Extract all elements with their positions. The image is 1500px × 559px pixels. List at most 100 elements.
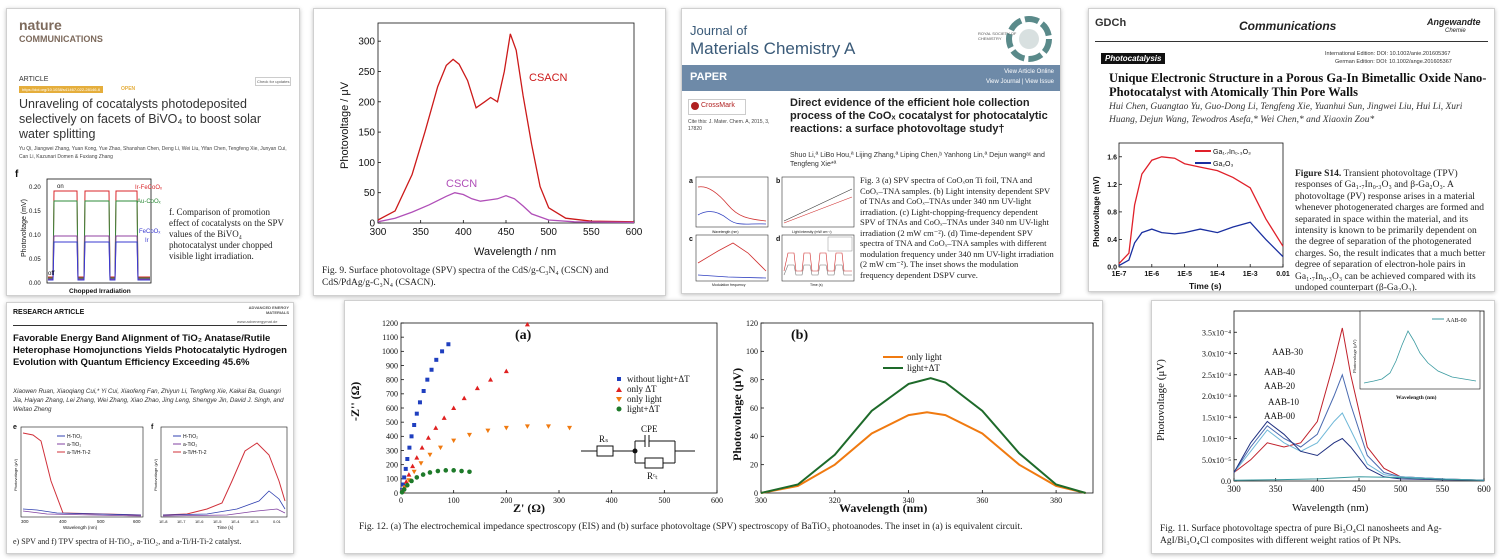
plot-frame [760, 322, 1094, 494]
data-point-triangle [419, 445, 425, 450]
panel-d-frame [781, 234, 855, 282]
y-tick-label: 700 [386, 390, 398, 399]
data-point-triangle [406, 472, 412, 477]
data-point-circle [467, 469, 472, 475]
data-point-circle [405, 482, 410, 488]
y-tick-label: 800 [386, 375, 398, 384]
legend-e-1-label: H-TiO₂ [67, 434, 82, 440]
legend-marker-triangle-down [616, 397, 622, 402]
card-bi3o4cl[interactable]: 300 350 400 450 500 550 600 0.0 5.0x10⁻⁵ 1.0x10⁻⁴… [1151, 300, 1495, 554]
panel-f-frame [160, 426, 288, 518]
legend-marker-square [617, 377, 621, 381]
journal-logo-top: nature [19, 17, 62, 33]
section-label: ARTICLE [19, 76, 49, 83]
y-axis-label: -Z'' (Ω) [348, 382, 362, 421]
series-label-purple: Ir [145, 238, 149, 244]
legend-label: light+ΔT [627, 404, 660, 414]
legend-e-3-label: a-Ti/H-Ti-2 [67, 450, 91, 456]
y-tick-label: 1100 [382, 333, 398, 342]
series-line-aab-00 [1233, 476, 1485, 481]
panel-c-xlabel: Modulation frequency [712, 283, 746, 287]
x-tick-label: 1E-7 [1112, 271, 1127, 278]
card-advanced-energy-materials[interactable]: RESEARCH ARTICLE ADVANCED ENERGY MATERIA… [6, 302, 294, 554]
legend-marker-triangle [616, 387, 622, 392]
panel-c-blue [697, 274, 767, 279]
chart-series [1118, 156, 1284, 267]
x-tick-label: 300 [370, 227, 387, 238]
journal-url[interactable]: www.advenergymat.de [237, 319, 278, 324]
card-cds-spv[interactable]: 300 350 400 450 500 550 600 0 50 100 150 200 250 300 … [313, 8, 666, 296]
check-updates[interactable]: Check for updates [255, 77, 292, 86]
x-tick-label: 200 [500, 496, 512, 505]
circuit-label-cpe: CPE [641, 424, 658, 434]
x-tick-label: 100 [448, 496, 460, 505]
view-journal-issue[interactable]: View Journal | View Issue [985, 79, 1054, 85]
data-point-triangle [461, 395, 467, 401]
series-label-blue: FeCoOₓ [139, 229, 160, 235]
card-jmca[interactable]: Journal of Materials Chemistry A ROYAL S… [681, 8, 1061, 294]
open-badge: OPEN [121, 86, 136, 92]
x-tick-label: 350 [412, 227, 429, 238]
card-angewandte[interactable]: GDCh Communications Angewandte Chemie Ph… [1088, 8, 1495, 292]
card-batio3[interactable]: 0 100 200 300 400 500 600 0 100 200 300 400 500 600 70… [344, 300, 1103, 554]
data-point-circle [443, 468, 449, 473]
data-point-triangle-down [545, 424, 551, 429]
rsc-label: ROYAL SOCIETY OF CHEMISTRY [978, 31, 1017, 41]
series-line-light-t [760, 377, 1086, 494]
series-red [48, 190, 150, 278]
crossmark-icon [691, 102, 699, 110]
section-label: RESEARCH ARTICLE [13, 309, 85, 316]
series-line-cscn [377, 192, 635, 224]
y-axis-label: Photovoltage (mV) [21, 199, 28, 257]
y-axis-label: Photovoltage (mV) [1092, 176, 1101, 247]
figure-caption: f. Comparison of promotion effect of coc… [169, 207, 284, 261]
chart-series [760, 377, 1086, 494]
panel-a-xlabel: Wavelength (nm) [712, 230, 739, 234]
y-tick-label: 100 [386, 475, 398, 484]
data-point-circle [435, 468, 441, 474]
y-tick-label: 150 [358, 128, 375, 139]
article-title: Unraveling of cocatalysts photodeposited… [19, 97, 262, 141]
panel-d-red [783, 252, 852, 272]
series-label: AAB-40 [1264, 367, 1295, 377]
x-tick-label: 600 [1477, 484, 1491, 494]
x-axis-label: Wavelength (nm) [839, 501, 927, 515]
doi-bar[interactable]: https://doi.org/10.1038/s41467-022-28146… [19, 86, 104, 93]
card-nature-communications[interactable]: nature COMMUNICATIONS ARTICLE https://do… [6, 8, 300, 296]
rsc-logo-icon [1006, 16, 1052, 62]
article-title: Unique Electronic Structure in a Porous … [1109, 71, 1487, 99]
data-point-triangle [503, 368, 509, 374]
equivalent-circuit [581, 435, 695, 469]
x-tick-label: 500 [540, 227, 557, 238]
legend-f-1-label: H-TiO₂ [183, 434, 198, 440]
doi-german: German Edition: DOI: 10.1002/ange.201605… [1335, 59, 1452, 65]
y-tick-label: 300 [386, 446, 398, 455]
figure-caption: Fig. 12. (a) The electrochemical impedan… [359, 522, 1023, 532]
journal-chemie: Chemie [1445, 28, 1466, 34]
circuit-label-r1: Rₛ [599, 434, 608, 444]
panel-a-title: (a) [515, 328, 532, 343]
series-line-only-light [760, 411, 1086, 494]
y-tick: 0.05 [29, 257, 41, 263]
data-point-triangle [433, 425, 439, 430]
series-label-csacn: CSACN [529, 72, 568, 84]
tpv-chart: 1E-7 1E-6 1E-5 1E-4 1E-3 0.010.00.40.81.21.6 … [1092, 142, 1290, 291]
view-article-online[interactable]: View Article Online [1004, 69, 1054, 75]
crossmark-badge[interactable]: CrossMark [688, 99, 746, 115]
chart-axes: 300 320 340 360 380 0 20 40 60 80 100 120 [746, 319, 1094, 505]
data-point-circle [451, 468, 456, 473]
panel-c-frame [695, 234, 769, 282]
data-point-triangle [414, 455, 420, 460]
x-tick-label: 400 [606, 496, 618, 505]
y-tick-label: 100 [358, 158, 375, 169]
panel-e-red [22, 432, 142, 516]
figure-caption: Fig. 11. Surface photovoltage spectra of… [1160, 524, 1442, 546]
panel-a-blue [697, 211, 767, 225]
data-point-triangle-down [503, 425, 509, 431]
panel-e-letter: e [13, 424, 17, 431]
y-tick-label: 2.0x10⁻⁴ [1202, 392, 1231, 401]
x-tick-label: 1E-4 [1210, 271, 1225, 278]
panel-b-xlabel: Light intensity (mW cm⁻²) [792, 230, 832, 234]
y-tick-label: 50 [364, 188, 376, 199]
y-tick-label: 60 [750, 404, 758, 413]
